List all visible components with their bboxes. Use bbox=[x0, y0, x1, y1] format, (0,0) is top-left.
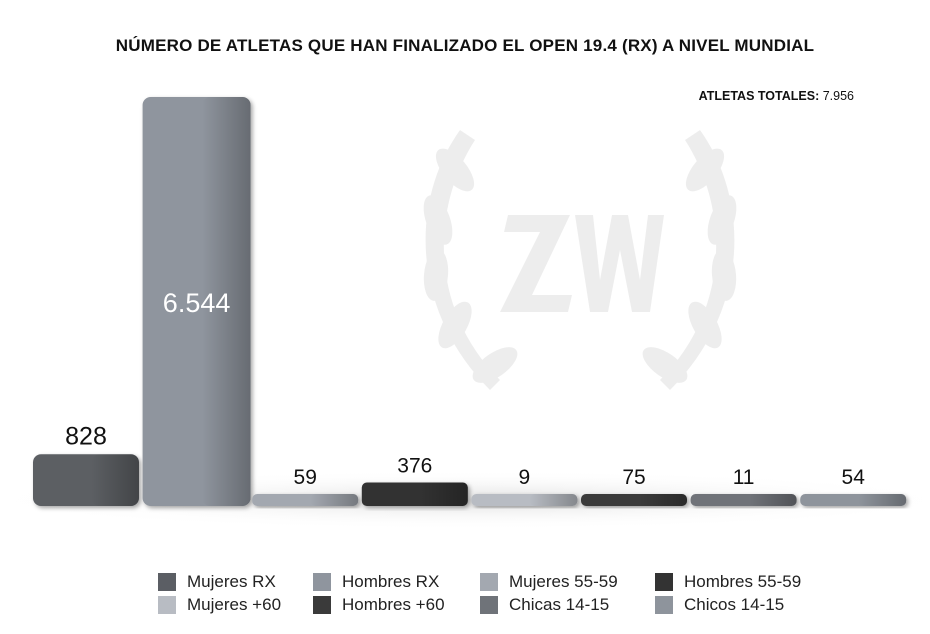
chart-title: NÚMERO DE ATLETAS QUE HAN FINALIZADO EL … bbox=[115, 36, 815, 55]
legend-item: Chicas 14-15 bbox=[480, 594, 655, 615]
bar-side-shade bbox=[748, 494, 797, 506]
total-athletes-label: ATLETAS TOTALES: bbox=[698, 89, 820, 103]
value-label: 54 bbox=[842, 466, 866, 489]
legend-item: Hombres +60 bbox=[313, 594, 480, 615]
legend-label: Hombres 55-59 bbox=[684, 571, 802, 591]
bar-side-shade bbox=[529, 494, 578, 506]
legend-item: Mujeres 55-59 bbox=[480, 571, 655, 592]
legend-item: Mujeres RX bbox=[158, 571, 313, 592]
total-athletes-value: 7.956 bbox=[822, 89, 854, 103]
value-label: 9 bbox=[519, 466, 531, 489]
legend-label: Mujeres 55-59 bbox=[509, 571, 618, 591]
legend-label: Hombres +60 bbox=[342, 594, 445, 614]
legend-swatch bbox=[480, 572, 498, 591]
legend-label: Chicas 14-15 bbox=[509, 594, 610, 614]
value-label: 11 bbox=[733, 466, 755, 489]
value-label: 828 bbox=[65, 422, 107, 450]
legend-swatch bbox=[655, 595, 673, 614]
legend-swatch bbox=[313, 572, 331, 591]
bar-side-shade bbox=[310, 494, 359, 506]
legend-item: Mujeres +60 bbox=[158, 594, 313, 615]
chart-legend: Mujeres RX Hombres RX Mujeres 55-59 Hombres… bbox=[158, 571, 835, 615]
legend-item: Chicos 14-15 bbox=[655, 594, 835, 615]
value-label: 6.544 bbox=[163, 288, 231, 318]
legend-swatch bbox=[313, 595, 331, 614]
legend-label: Hombres RX bbox=[342, 571, 440, 591]
legend-swatch bbox=[158, 595, 176, 614]
value-label: 376 bbox=[397, 455, 432, 478]
legend-swatch bbox=[480, 595, 498, 614]
bar-side-shade bbox=[858, 494, 907, 506]
bar-chart-plot: 828 6.544 59 376 9 75 11 54 bbox=[0, 97, 930, 530]
legend-label: Mujeres RX bbox=[187, 571, 276, 591]
legend-item: Hombres RX bbox=[313, 571, 480, 592]
value-label: 59 bbox=[294, 466, 317, 489]
legend-swatch bbox=[158, 572, 176, 591]
bar-side-shade bbox=[91, 454, 139, 506]
legend-label: Chicos 14-15 bbox=[684, 594, 785, 614]
total-athletes-note: ATLETAS TOTALES: 7.956 bbox=[699, 89, 854, 103]
legend-item: Hombres 55-59 bbox=[655, 571, 835, 592]
bar-side-shade bbox=[202, 97, 251, 506]
bar-side-shade bbox=[639, 494, 687, 506]
legend-label: Mujeres +60 bbox=[187, 594, 282, 614]
bar-side-shade bbox=[420, 482, 468, 506]
value-label: 75 bbox=[622, 466, 645, 489]
legend-swatch bbox=[655, 572, 673, 591]
laurel-watermark-logo bbox=[423, 130, 737, 390]
